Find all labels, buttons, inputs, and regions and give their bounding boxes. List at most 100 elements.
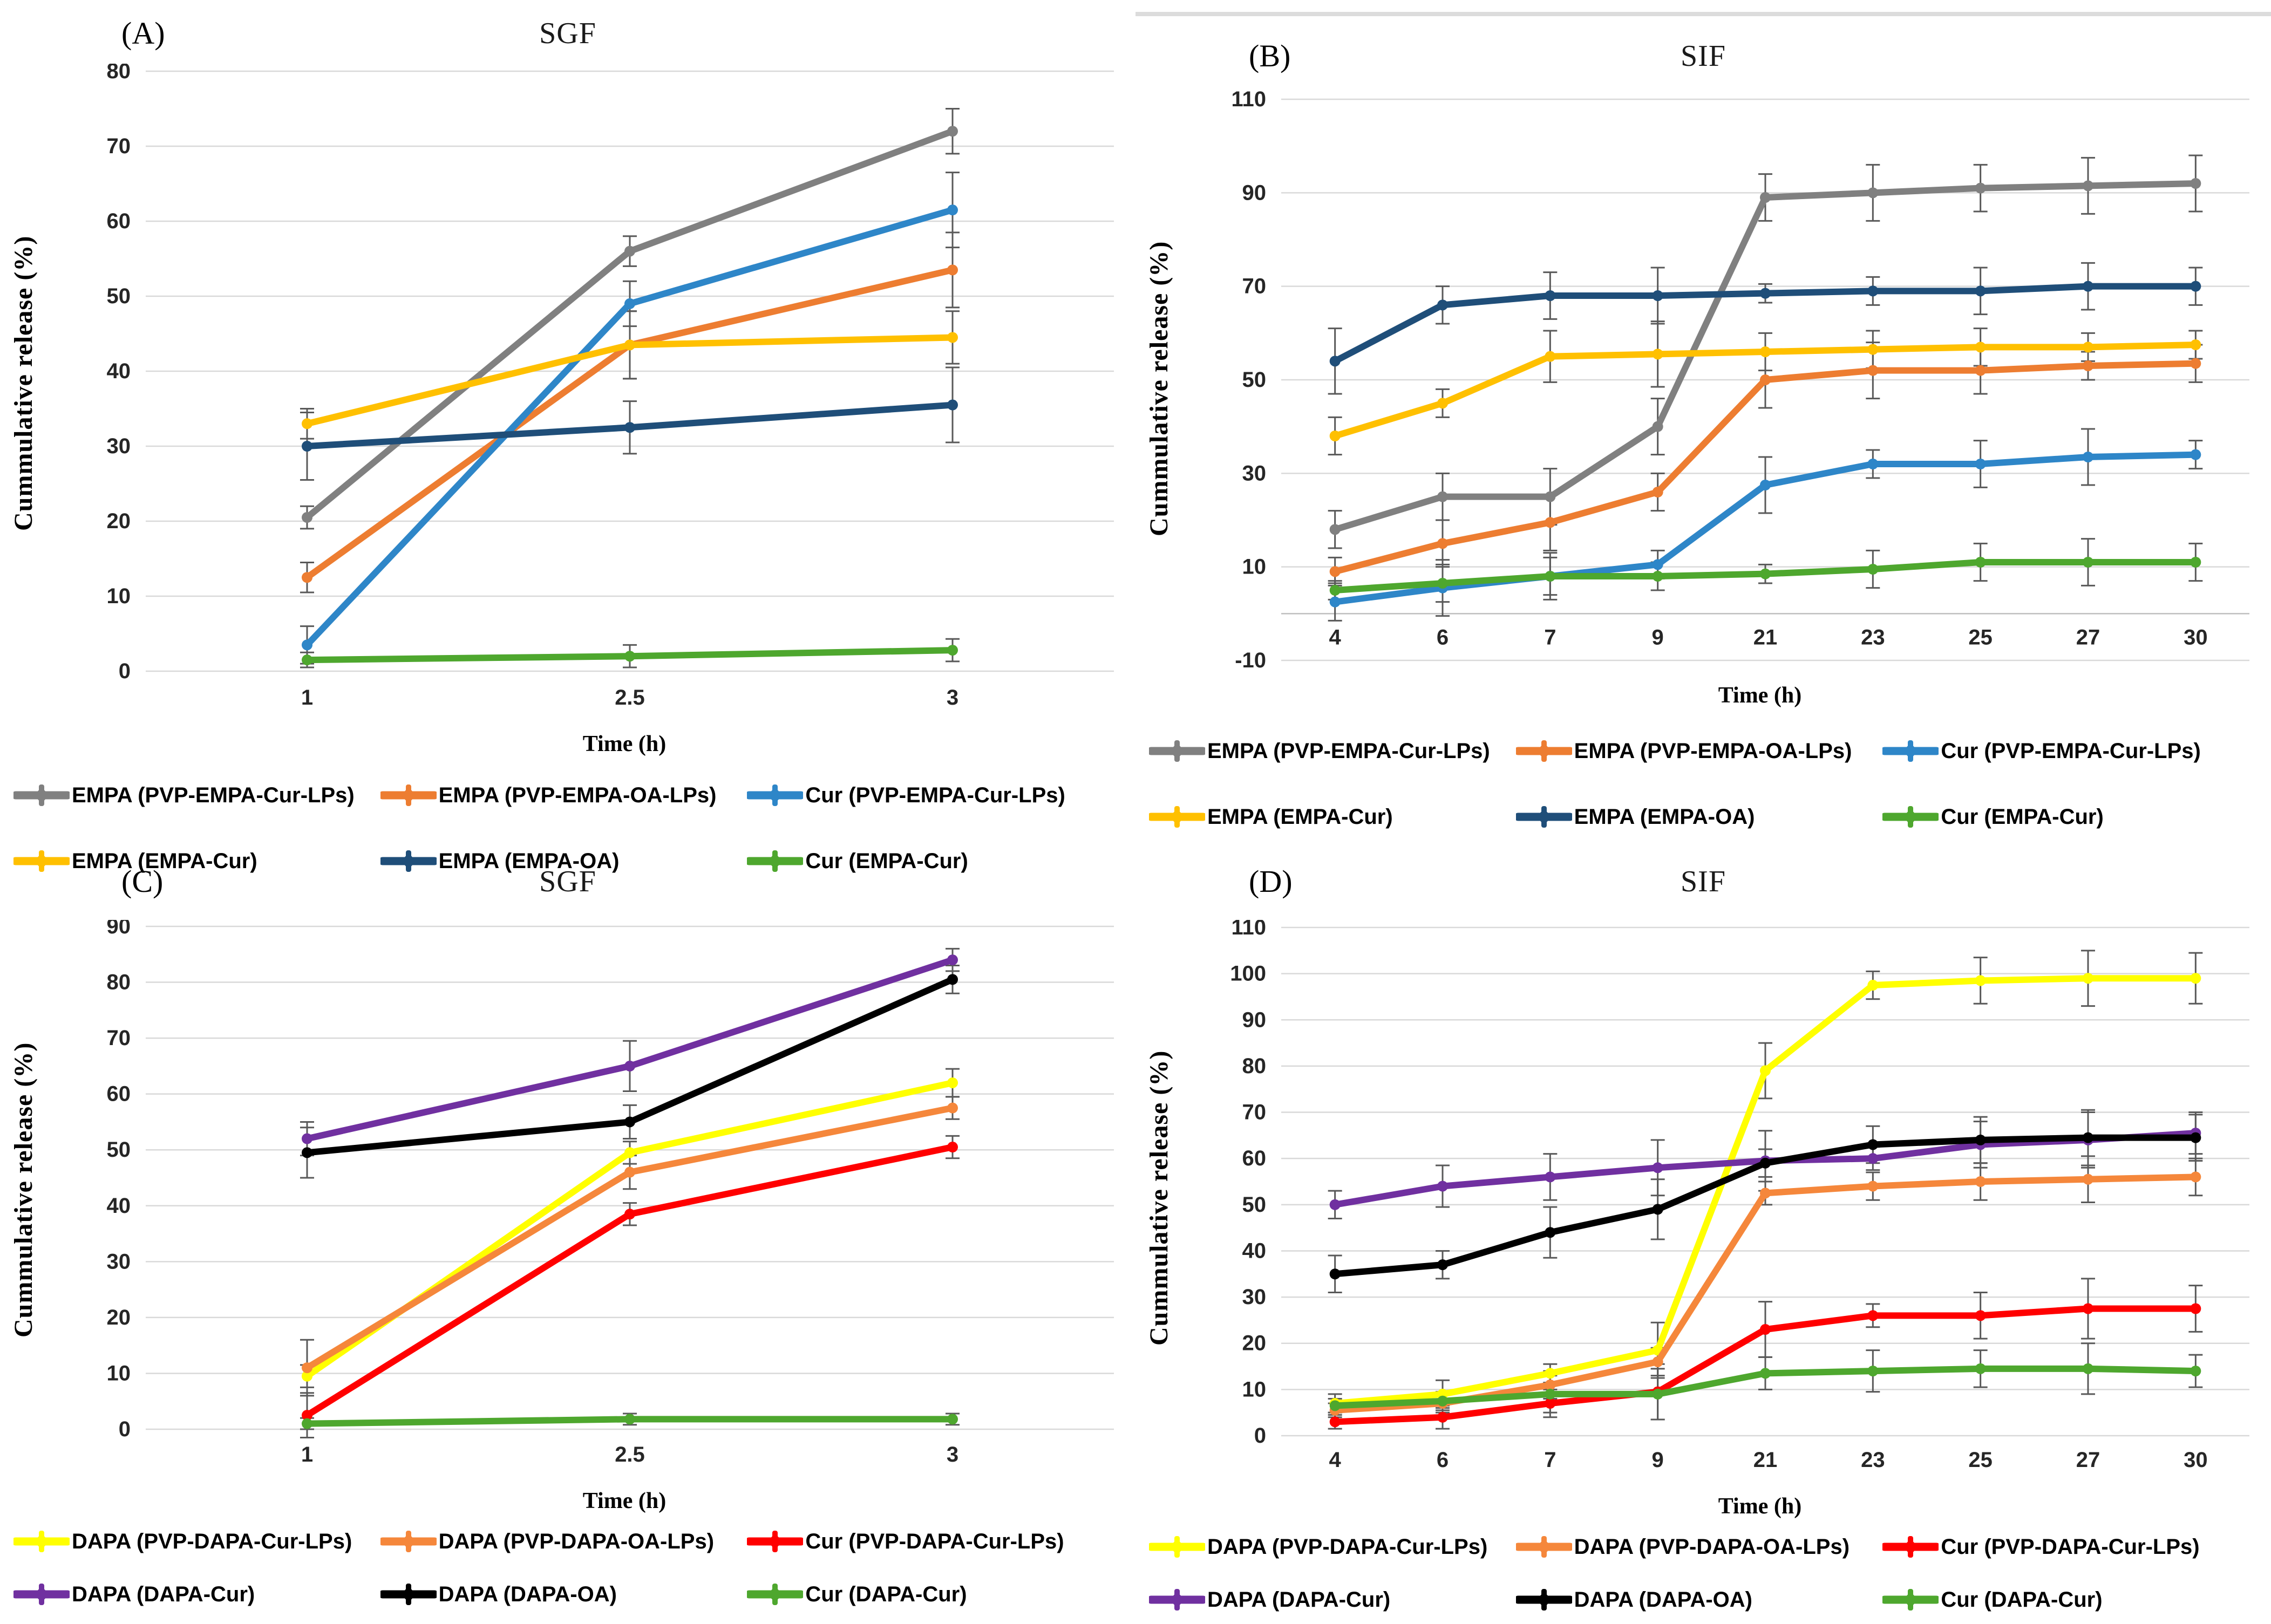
panel-c-x-axis-label: Time (h): [582, 1489, 667, 1513]
legend-series-label: EMPA (PVP-EMPA-OA-LPs): [1574, 739, 1852, 763]
svg-text:4: 4: [1329, 1448, 1342, 1472]
panel-b-label: (B): [1249, 38, 1291, 73]
legend-series-marker-icon: [1149, 1589, 1205, 1611]
legend-series-marker-icon: [380, 1584, 437, 1605]
panel-c-label: (C): [121, 864, 164, 899]
svg-text:6: 6: [1437, 1448, 1449, 1472]
panel-b-y-axis-label: Cummulative release (%): [1145, 241, 1173, 536]
svg-text:70: 70: [1242, 275, 1267, 298]
panel-b-title: SIF: [1681, 39, 1726, 73]
svg-text:1: 1: [301, 1443, 313, 1466]
svg-text:27: 27: [2076, 626, 2100, 650]
legend-series-marker-icon: [747, 1531, 804, 1552]
svg-text:2.5: 2.5: [615, 686, 645, 709]
svg-text:1: 1: [301, 686, 313, 709]
panel-b-legend: EMPA (PVP-EMPA-Cur-LPs) EMPA (PVP-EMPA-OA…: [1136, 739, 2271, 829]
legend-series-label: DAPA (PVP-DAPA-OA-LPs): [438, 1529, 715, 1553]
panel-a-label: (A): [121, 16, 165, 51]
svg-text:25: 25: [1968, 626, 1993, 650]
legend-item: Cur (PVP-DAPA-Cur-LPs): [747, 1529, 1114, 1554]
legend-series-label: EMPA (PVP-EMPA-OA-LPs): [438, 783, 717, 807]
svg-text:20: 20: [1242, 1332, 1267, 1355]
svg-text:3: 3: [947, 1443, 958, 1466]
legend-item: EMPA (PVP-EMPA-Cur-LPs): [13, 783, 380, 808]
svg-text:30: 30: [1242, 461, 1267, 485]
legend-series-marker-icon: [1149, 1536, 1205, 1558]
panel-c-title: SGF: [539, 865, 596, 898]
svg-text:60: 60: [1242, 1147, 1267, 1170]
panel-a-x-axis-label: Time (h): [582, 732, 667, 756]
svg-text:3: 3: [947, 686, 958, 709]
svg-text:0: 0: [1254, 1424, 1266, 1448]
panel-d-label: (D): [1249, 864, 1293, 899]
panel-d-x-axis-label: Time (h): [1718, 1494, 1802, 1519]
legend-series-marker-icon: [1515, 740, 1572, 762]
legend-series-label: Cur (DAPA-Cur): [805, 1582, 967, 1606]
svg-text:10: 10: [1242, 555, 1267, 579]
svg-text:0: 0: [119, 659, 131, 683]
legend-series-label: DAPA (PVP-DAPA-OA-LPs): [1574, 1534, 1850, 1559]
svg-text:40: 40: [107, 359, 131, 383]
legend-item: DAPA (PVP-DAPA-OA-LPs): [380, 1529, 747, 1554]
svg-text:25: 25: [1968, 1448, 1993, 1472]
legend-series-marker-icon: [747, 850, 804, 872]
svg-text:30: 30: [2184, 626, 2208, 650]
legend-series-label: EMPA (PVP-EMPA-Cur-LPs): [1207, 739, 1490, 763]
legend-series-label: Cur (PVP-DAPA-Cur-LPs): [1941, 1534, 2200, 1559]
legend-item: EMPA (EMPA-OA): [1515, 804, 1883, 829]
svg-text:20: 20: [107, 509, 131, 533]
svg-text:110: 110: [1231, 920, 1266, 939]
legend-series-label: EMPA (EMPA-OA): [438, 849, 620, 873]
legend-item: DAPA (DAPA-OA): [380, 1582, 747, 1607]
panel-a-legend: EMPA (PVP-EMPA-Cur-LPs) EMPA (PVP-EMPA-OA…: [0, 783, 1136, 874]
svg-text:70: 70: [107, 1026, 131, 1050]
svg-text:90: 90: [1242, 181, 1267, 204]
legend-series-label: Cur (EMPA-Cur): [1941, 804, 2104, 829]
legend-series-marker-icon: [1882, 1589, 1939, 1611]
legend-item: EMPA (EMPA-OA): [380, 849, 747, 874]
legend-item: DAPA (PVP-DAPA-OA-LPs): [1515, 1534, 1883, 1559]
svg-text:50: 50: [1242, 1193, 1267, 1217]
panel-a-y-axis-label: Cummulative release (%): [9, 235, 38, 531]
svg-text:90: 90: [107, 920, 131, 938]
legend-series-marker-icon: [380, 850, 437, 872]
panel-d: (D) SIF Cummulative release (%) 0 10 20 30 4…: [1136, 842, 2271, 1624]
legend-item: DAPA (PVP-DAPA-Cur-LPs): [13, 1529, 380, 1554]
svg-text:110: 110: [1231, 87, 1266, 111]
svg-text:10: 10: [107, 1361, 131, 1385]
svg-text:80: 80: [107, 971, 131, 994]
legend-series-marker-icon: [747, 784, 804, 806]
legend-series-marker-icon: [13, 1584, 70, 1605]
legend-series-label: EMPA (EMPA-Cur): [72, 849, 257, 873]
legend-series-label: EMPA (PVP-EMPA-Cur-LPs): [72, 783, 355, 807]
svg-text:9: 9: [1652, 1448, 1664, 1472]
svg-text:70: 70: [1242, 1101, 1267, 1124]
legend-series-label: DAPA (DAPA-OA): [1574, 1587, 1752, 1612]
panel-d-header: (D) SIF: [1136, 842, 2271, 920]
legend-item: EMPA (EMPA-Cur): [13, 849, 380, 874]
svg-text:30: 30: [2184, 1448, 2208, 1472]
svg-text:70: 70: [107, 134, 131, 158]
legend-series-marker-icon: [1149, 740, 1205, 762]
svg-text:21: 21: [1753, 1448, 1778, 1472]
svg-text:20: 20: [107, 1306, 131, 1329]
panel-a: (A) SGF Cummulative release (%) 0 10 20 30 4…: [0, 0, 1136, 873]
legend-item: Cur (PVP-EMPA-Cur-LPs): [747, 783, 1114, 808]
svg-text:7: 7: [1544, 626, 1556, 650]
svg-text:0: 0: [119, 1417, 131, 1441]
legend-series-marker-icon: [1882, 1536, 1939, 1558]
legend-item: EMPA (PVP-EMPA-OA-LPs): [1515, 739, 1883, 763]
legend-series-marker-icon: [747, 1584, 804, 1605]
panel-a-title: SGF: [539, 17, 596, 50]
svg-text:60: 60: [107, 209, 131, 233]
legend-series-marker-icon: [13, 850, 70, 872]
panel-b-header: (B) SIF: [1136, 0, 2271, 86]
panel-d-y-axis-label: Cummulative release (%): [1145, 1050, 1173, 1346]
legend-series-label: EMPA (EMPA-OA): [1574, 804, 1755, 829]
legend-series-marker-icon: [1882, 740, 1939, 762]
svg-text:50: 50: [107, 1138, 131, 1162]
legend-item: EMPA (PVP-EMPA-OA-LPs): [380, 783, 747, 808]
legend-series-label: Cur (EMPA-Cur): [805, 849, 968, 873]
chart-b-plot: -10 10 30 50 70 90 110 4 6 7 9 21 23 25 27 30: [1231, 87, 2249, 672]
legend-item: DAPA (DAPA-Cur): [1149, 1587, 1516, 1612]
